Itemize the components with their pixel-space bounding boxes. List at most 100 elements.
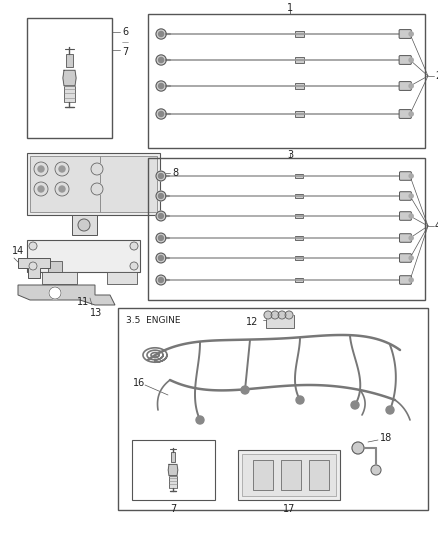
Circle shape	[158, 255, 163, 261]
Circle shape	[155, 55, 166, 65]
Bar	[30, 156, 100, 212]
Circle shape	[408, 112, 412, 116]
Bar	[169, 475, 177, 488]
Circle shape	[155, 171, 166, 181]
Text: 16: 16	[133, 378, 145, 388]
Circle shape	[240, 386, 248, 394]
Circle shape	[29, 242, 37, 250]
FancyBboxPatch shape	[398, 82, 410, 91]
Circle shape	[158, 58, 163, 62]
Circle shape	[155, 233, 166, 243]
Bar	[294, 111, 303, 117]
Bar	[148, 158, 424, 300]
Bar	[27, 153, 159, 215]
Circle shape	[408, 256, 412, 260]
Polygon shape	[168, 464, 177, 475]
Text: 3: 3	[286, 150, 293, 160]
Circle shape	[78, 219, 90, 231]
Circle shape	[38, 166, 44, 172]
Circle shape	[130, 262, 138, 270]
Circle shape	[408, 32, 412, 36]
Circle shape	[49, 287, 61, 299]
Text: 2: 2	[434, 71, 438, 81]
Circle shape	[155, 29, 166, 39]
Circle shape	[295, 396, 303, 404]
Bar	[294, 31, 303, 37]
Text: 7: 7	[122, 47, 128, 57]
Circle shape	[158, 31, 163, 37]
Circle shape	[408, 194, 412, 198]
Circle shape	[34, 162, 48, 176]
Circle shape	[155, 275, 166, 285]
Circle shape	[155, 253, 166, 263]
Bar	[148, 14, 424, 148]
Text: 1: 1	[286, 3, 293, 13]
Circle shape	[155, 211, 166, 221]
Bar	[100, 156, 157, 212]
Text: 13: 13	[90, 308, 102, 318]
Bar	[27, 18, 112, 138]
Bar	[294, 236, 302, 240]
Circle shape	[158, 278, 163, 282]
Circle shape	[155, 191, 166, 201]
Bar	[294, 58, 303, 62]
Bar	[294, 255, 302, 261]
Circle shape	[158, 111, 163, 117]
Polygon shape	[18, 285, 115, 305]
Text: 4: 4	[434, 221, 438, 231]
FancyBboxPatch shape	[399, 172, 410, 180]
Circle shape	[55, 162, 69, 176]
Circle shape	[158, 84, 163, 88]
Circle shape	[29, 262, 37, 270]
Circle shape	[158, 214, 163, 219]
Circle shape	[277, 311, 285, 319]
Bar	[170, 453, 175, 462]
Circle shape	[38, 186, 44, 192]
Text: 3.5  ENGINE: 3.5 ENGINE	[126, 316, 180, 325]
Bar	[280, 460, 300, 490]
Circle shape	[284, 311, 292, 319]
FancyBboxPatch shape	[399, 254, 410, 262]
Circle shape	[408, 214, 412, 218]
Circle shape	[408, 278, 412, 282]
FancyBboxPatch shape	[399, 192, 410, 200]
Circle shape	[351, 442, 363, 454]
Circle shape	[155, 81, 166, 91]
Circle shape	[158, 193, 163, 198]
Bar	[48, 261, 62, 272]
Bar	[308, 460, 328, 490]
Polygon shape	[18, 258, 50, 278]
Circle shape	[91, 183, 103, 195]
Bar	[107, 272, 137, 284]
Text: 12: 12	[245, 317, 258, 327]
Circle shape	[408, 174, 412, 178]
Circle shape	[408, 84, 412, 88]
Circle shape	[59, 166, 65, 172]
Circle shape	[34, 182, 48, 196]
Text: 7: 7	[170, 504, 176, 514]
Circle shape	[370, 465, 380, 475]
FancyBboxPatch shape	[399, 233, 410, 243]
Text: 17: 17	[282, 504, 294, 514]
Text: 11: 11	[77, 297, 89, 307]
Bar	[237, 450, 339, 500]
Bar	[294, 84, 303, 88]
FancyBboxPatch shape	[398, 110, 410, 118]
Circle shape	[270, 311, 279, 319]
Text: —: —	[122, 39, 129, 45]
Bar	[72, 215, 97, 235]
Circle shape	[385, 406, 393, 414]
FancyBboxPatch shape	[398, 55, 410, 64]
Bar	[118, 308, 427, 510]
Circle shape	[408, 58, 412, 62]
Bar	[42, 272, 77, 284]
Bar	[265, 315, 293, 328]
Text: 14: 14	[12, 246, 24, 256]
Bar	[132, 440, 215, 500]
Circle shape	[91, 163, 103, 175]
Circle shape	[130, 242, 138, 250]
Circle shape	[59, 186, 65, 192]
Circle shape	[55, 182, 69, 196]
Circle shape	[350, 401, 358, 409]
Polygon shape	[63, 70, 76, 86]
